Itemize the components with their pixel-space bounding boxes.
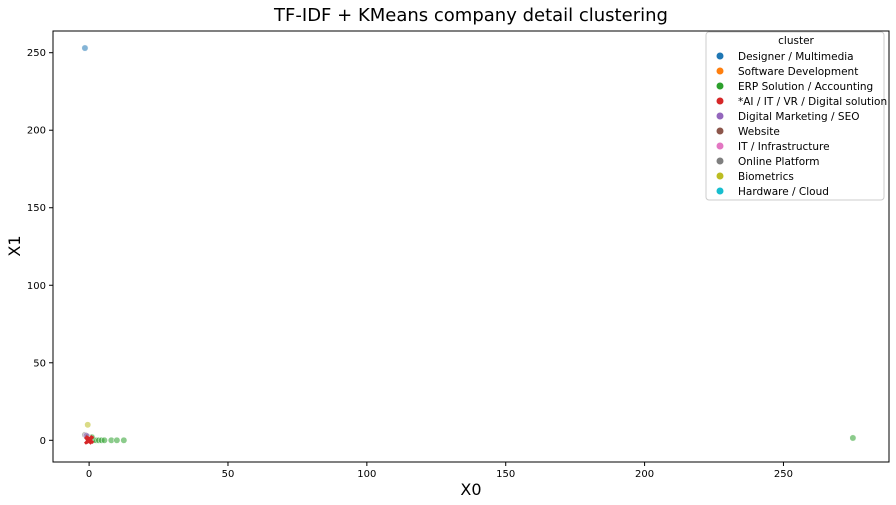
plot-area <box>81 44 857 445</box>
legend-item-software-development: Software Development <box>716 66 858 78</box>
legend-label: Software Development <box>738 66 858 78</box>
legend-item-ai-it-vr-digital-solution: *AI / IT / VR / Digital solution <box>716 96 887 108</box>
x-tick-label: 0 <box>86 469 92 480</box>
legend-item-it-infrastructure: IT / Infrastructure <box>716 141 830 153</box>
y-tick-label: 150 <box>27 203 46 214</box>
plot-frame <box>52 30 890 463</box>
legend-marker <box>716 187 724 195</box>
legend-marker <box>716 97 724 105</box>
legend-label: Biometrics <box>738 171 794 183</box>
legend-item-website: Website <box>716 126 780 138</box>
legend-label: Online Platform <box>738 156 820 168</box>
legend-marker <box>716 67 724 75</box>
legend-item-hardware-cloud: Hardware / Cloud <box>716 186 829 198</box>
data-point-erp-solution-accounting <box>120 436 128 444</box>
legend-marker <box>716 112 724 120</box>
x-tick-label: 150 <box>496 469 515 480</box>
legend-label: IT / Infrastructure <box>738 141 830 153</box>
legend-label: Digital Marketing / SEO <box>738 111 860 123</box>
data-point-erp-solution-accounting <box>113 436 121 444</box>
legend-marker <box>716 52 724 60</box>
legend-label: Designer / Multimedia <box>738 51 854 63</box>
data-point-designer-multimedia <box>81 44 89 52</box>
x-tick-label: 100 <box>357 469 376 480</box>
legend-item-erp-solution-accounting: ERP Solution / Accounting <box>716 81 873 93</box>
data-point-ai-it-vr-digital-solution <box>86 435 95 444</box>
legend-marker <box>716 142 724 150</box>
legend-marker <box>716 127 724 135</box>
data-point-erp-solution-accounting <box>100 436 108 444</box>
legend-box <box>705 31 885 201</box>
legend-item-digital-marketing-seo: Digital Marketing / SEO <box>716 111 860 123</box>
y-tick-label: 200 <box>27 126 46 137</box>
legend-item-online-platform: Online Platform <box>716 156 820 168</box>
x-tick-label: 200 <box>635 469 654 480</box>
legend-title: cluster <box>778 35 814 47</box>
y-axis-label: X1 <box>5 235 24 256</box>
legend-label: Website <box>738 126 780 138</box>
legend-label: ERP Solution / Accounting <box>738 81 873 93</box>
data-point-erp-solution-accounting <box>849 434 857 442</box>
chart-title: TF-IDF + KMeans company detail clusterin… <box>273 5 668 26</box>
x-tick-label: 250 <box>774 469 793 480</box>
legend: cluster Designer / Multimedia Software De… <box>705 31 887 201</box>
legend-marker <box>716 172 724 180</box>
legend-label: Hardware / Cloud <box>738 186 829 198</box>
legend-item-biometrics: Biometrics <box>716 171 794 183</box>
y-tick-label: 0 <box>40 436 46 447</box>
x-tick-label: 50 <box>222 469 235 480</box>
legend-label: *AI / IT / VR / Digital solution <box>738 96 887 108</box>
data-point-biometrics <box>84 421 92 429</box>
legend-item-designer-multimedia: Designer / Multimedia <box>716 51 854 63</box>
y-tick-label: 50 <box>33 358 46 369</box>
legend-marker <box>716 82 724 90</box>
legend-marker <box>716 157 724 165</box>
y-tick-label: 100 <box>27 281 46 292</box>
axis-ticks: 0 50 100 150 200 250 0 50 100 150 200 250 <box>27 30 890 480</box>
x-axis-label: X0 <box>460 480 481 499</box>
y-tick-label: 250 <box>27 48 46 59</box>
